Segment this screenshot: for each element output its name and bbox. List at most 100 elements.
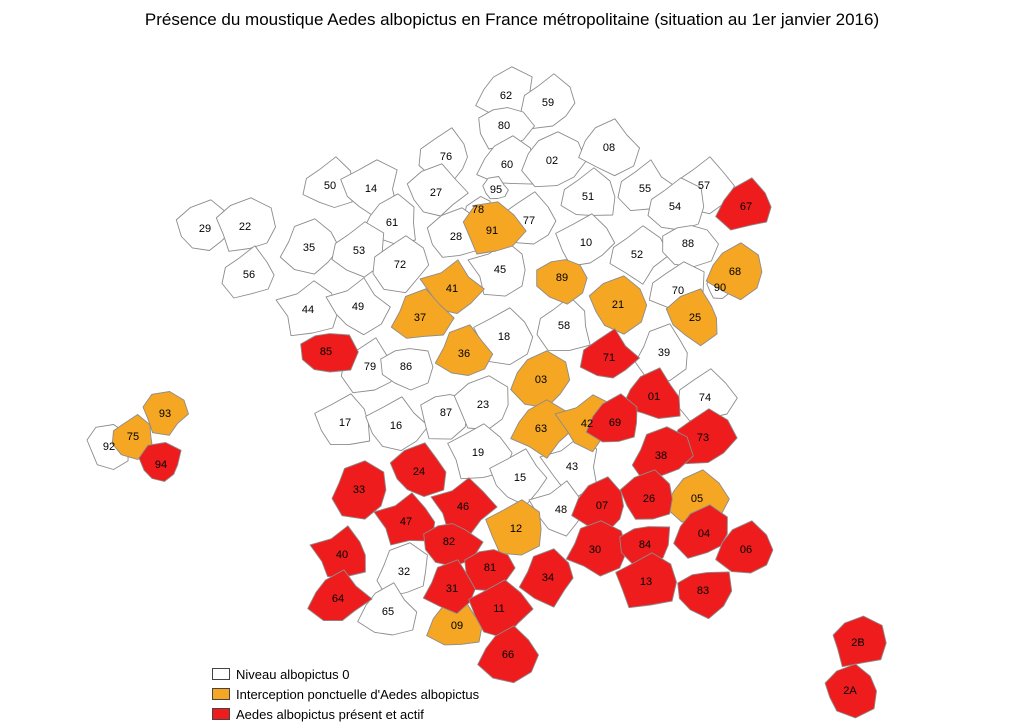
legend-item-interception: Interception ponctuelle d'Aedes albopict… bbox=[212, 684, 479, 704]
department-34 bbox=[518, 548, 574, 608]
department-58 bbox=[536, 296, 591, 352]
department-code-59: 59 bbox=[542, 97, 554, 109]
department-code-2a: 2A bbox=[843, 685, 857, 697]
legend-swatch-level-0 bbox=[212, 668, 230, 680]
legend-swatch-present-actif bbox=[212, 708, 230, 720]
department-code-25: 25 bbox=[689, 312, 701, 324]
department-2a bbox=[824, 663, 877, 719]
department-code-77: 77 bbox=[523, 215, 535, 227]
department-08 bbox=[578, 118, 640, 177]
department-code-87: 87 bbox=[440, 407, 452, 419]
department-code-42: 42 bbox=[581, 418, 593, 430]
department-code-57: 57 bbox=[698, 180, 710, 192]
department-code-61: 61 bbox=[386, 217, 398, 229]
department-85 bbox=[300, 333, 359, 373]
department-38 bbox=[631, 426, 694, 483]
department-code-78: 78 bbox=[472, 204, 484, 216]
department-code-39: 39 bbox=[658, 347, 670, 359]
department-code-40: 40 bbox=[336, 549, 348, 561]
department-code-65: 65 bbox=[382, 606, 394, 618]
department-code-50: 50 bbox=[324, 180, 336, 192]
department-49 bbox=[325, 277, 391, 336]
department-code-67: 67 bbox=[740, 201, 752, 213]
department-code-81: 81 bbox=[484, 562, 496, 574]
department-code-69: 69 bbox=[609, 417, 621, 429]
department-52 bbox=[609, 225, 670, 285]
department-code-64: 64 bbox=[332, 593, 344, 605]
department-code-06: 06 bbox=[740, 544, 752, 556]
department-code-35: 35 bbox=[303, 242, 315, 254]
department-27 bbox=[406, 163, 469, 217]
department-code-76: 76 bbox=[440, 151, 452, 163]
department-code-09: 09 bbox=[451, 620, 463, 632]
department-code-90: 90 bbox=[714, 282, 726, 294]
department-24 bbox=[389, 442, 447, 498]
department-code-23: 23 bbox=[477, 399, 489, 411]
department-code-44: 44 bbox=[302, 304, 314, 316]
department-code-01: 01 bbox=[648, 391, 660, 403]
department-code-15: 15 bbox=[514, 472, 526, 484]
department-13 bbox=[615, 552, 677, 609]
department-82 bbox=[423, 523, 484, 568]
legend-item-present-actif: Aedes albopictus présent et actif bbox=[212, 704, 479, 724]
department-code-86: 86 bbox=[400, 361, 412, 373]
department-code-73: 73 bbox=[697, 432, 709, 444]
legend-item-level-0: Niveau albopictus 0 bbox=[212, 664, 479, 684]
department-code-30: 30 bbox=[589, 544, 601, 556]
legend-label-interception: Interception ponctuelle d'Aedes albopict… bbox=[236, 686, 480, 702]
department-code-68: 68 bbox=[729, 266, 741, 278]
department-88 bbox=[662, 225, 719, 268]
department-code-91: 91 bbox=[486, 225, 498, 237]
department-66 bbox=[477, 625, 539, 684]
department-code-29: 29 bbox=[199, 223, 211, 235]
department-code-43: 43 bbox=[566, 461, 578, 473]
department-50 bbox=[302, 156, 353, 208]
department-code-2b: 2B bbox=[851, 637, 864, 649]
department-code-37: 37 bbox=[414, 312, 426, 324]
department-code-95: 95 bbox=[490, 184, 502, 196]
department-code-52: 52 bbox=[631, 249, 643, 261]
department-code-53: 53 bbox=[353, 245, 365, 257]
department-17 bbox=[314, 393, 371, 446]
department-33 bbox=[331, 460, 387, 520]
department-code-63: 63 bbox=[535, 423, 547, 435]
department-64 bbox=[307, 569, 373, 622]
department-93 bbox=[142, 391, 189, 436]
department-code-36: 36 bbox=[458, 348, 470, 360]
department-15 bbox=[489, 448, 548, 507]
department-35 bbox=[279, 218, 340, 275]
department-code-31: 31 bbox=[446, 583, 458, 595]
department-code-51: 51 bbox=[582, 191, 594, 203]
department-91 bbox=[462, 201, 527, 255]
department-30 bbox=[565, 520, 628, 577]
map-legend: Niveau albopictus 0 Interception ponctue… bbox=[212, 664, 479, 724]
department-code-21: 21 bbox=[612, 299, 624, 311]
legend-label-level-0: Niveau albopictus 0 bbox=[236, 666, 350, 682]
department-21 bbox=[588, 275, 648, 335]
department-code-84: 84 bbox=[639, 539, 651, 551]
department-code-13: 13 bbox=[640, 576, 652, 588]
department-code-26: 26 bbox=[643, 493, 655, 505]
department-code-17: 17 bbox=[339, 417, 351, 429]
department-47 bbox=[373, 492, 436, 546]
department-51 bbox=[560, 167, 616, 216]
department-code-88: 88 bbox=[682, 238, 694, 250]
department-31 bbox=[422, 559, 476, 615]
department-04 bbox=[673, 504, 728, 559]
department-69 bbox=[585, 393, 638, 443]
department-45 bbox=[467, 240, 526, 297]
department-36 bbox=[434, 324, 494, 376]
department-06 bbox=[715, 520, 774, 574]
department-code-58: 58 bbox=[558, 320, 570, 332]
department-code-28: 28 bbox=[450, 231, 462, 243]
department-94 bbox=[138, 442, 182, 482]
legend-swatch-interception bbox=[212, 688, 230, 700]
department-59 bbox=[520, 73, 576, 130]
department-code-89: 89 bbox=[556, 272, 568, 284]
department-22 bbox=[215, 197, 276, 252]
map-title: Présence du moustique Aedes albopictus e… bbox=[144, 10, 880, 29]
department-code-08: 08 bbox=[603, 142, 615, 154]
department-07 bbox=[571, 476, 624, 533]
department-code-83: 83 bbox=[697, 585, 709, 597]
department-23 bbox=[453, 375, 509, 431]
